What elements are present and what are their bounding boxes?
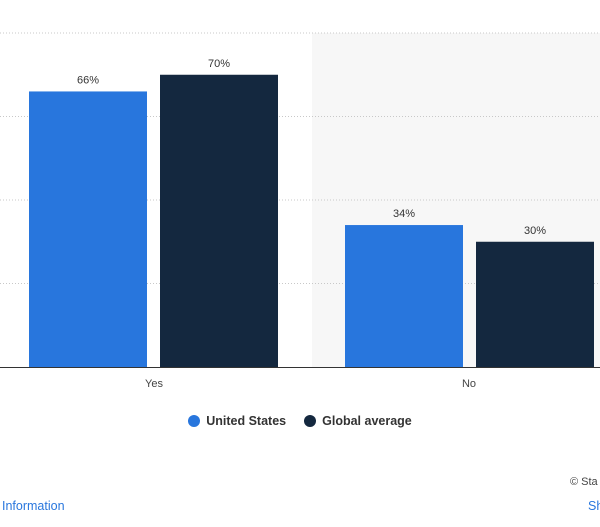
bar-no-global-average[interactable] [476,241,594,367]
legend-marker-icon [304,415,317,427]
data-label: 34% [393,208,415,220]
bar-no-united-states[interactable] [345,225,463,367]
data-label: 66% [77,74,99,86]
x-tick-label: No [462,378,476,390]
source-credit: © Sta [570,476,598,488]
bar-chart: 66% 70% 34% 30% Yes No [0,32,600,390]
data-label: 30% [524,225,546,237]
legend-item-global-average[interactable]: Global average [304,414,412,428]
chart-legend: United States Global average [0,414,600,428]
legend-item-united-states[interactable]: United States [188,414,286,428]
x-tick-label: Yes [145,378,163,390]
legend-marker-icon [188,415,201,427]
share-link[interactable]: Sh [588,499,600,513]
legend-label: United States [206,414,287,428]
data-label: 70% [208,58,230,70]
bar-yes-global-average[interactable] [160,74,278,367]
information-link[interactable]: Information [2,499,65,513]
legend-label: Global average [322,414,412,428]
bar-yes-united-states[interactable] [29,91,147,367]
